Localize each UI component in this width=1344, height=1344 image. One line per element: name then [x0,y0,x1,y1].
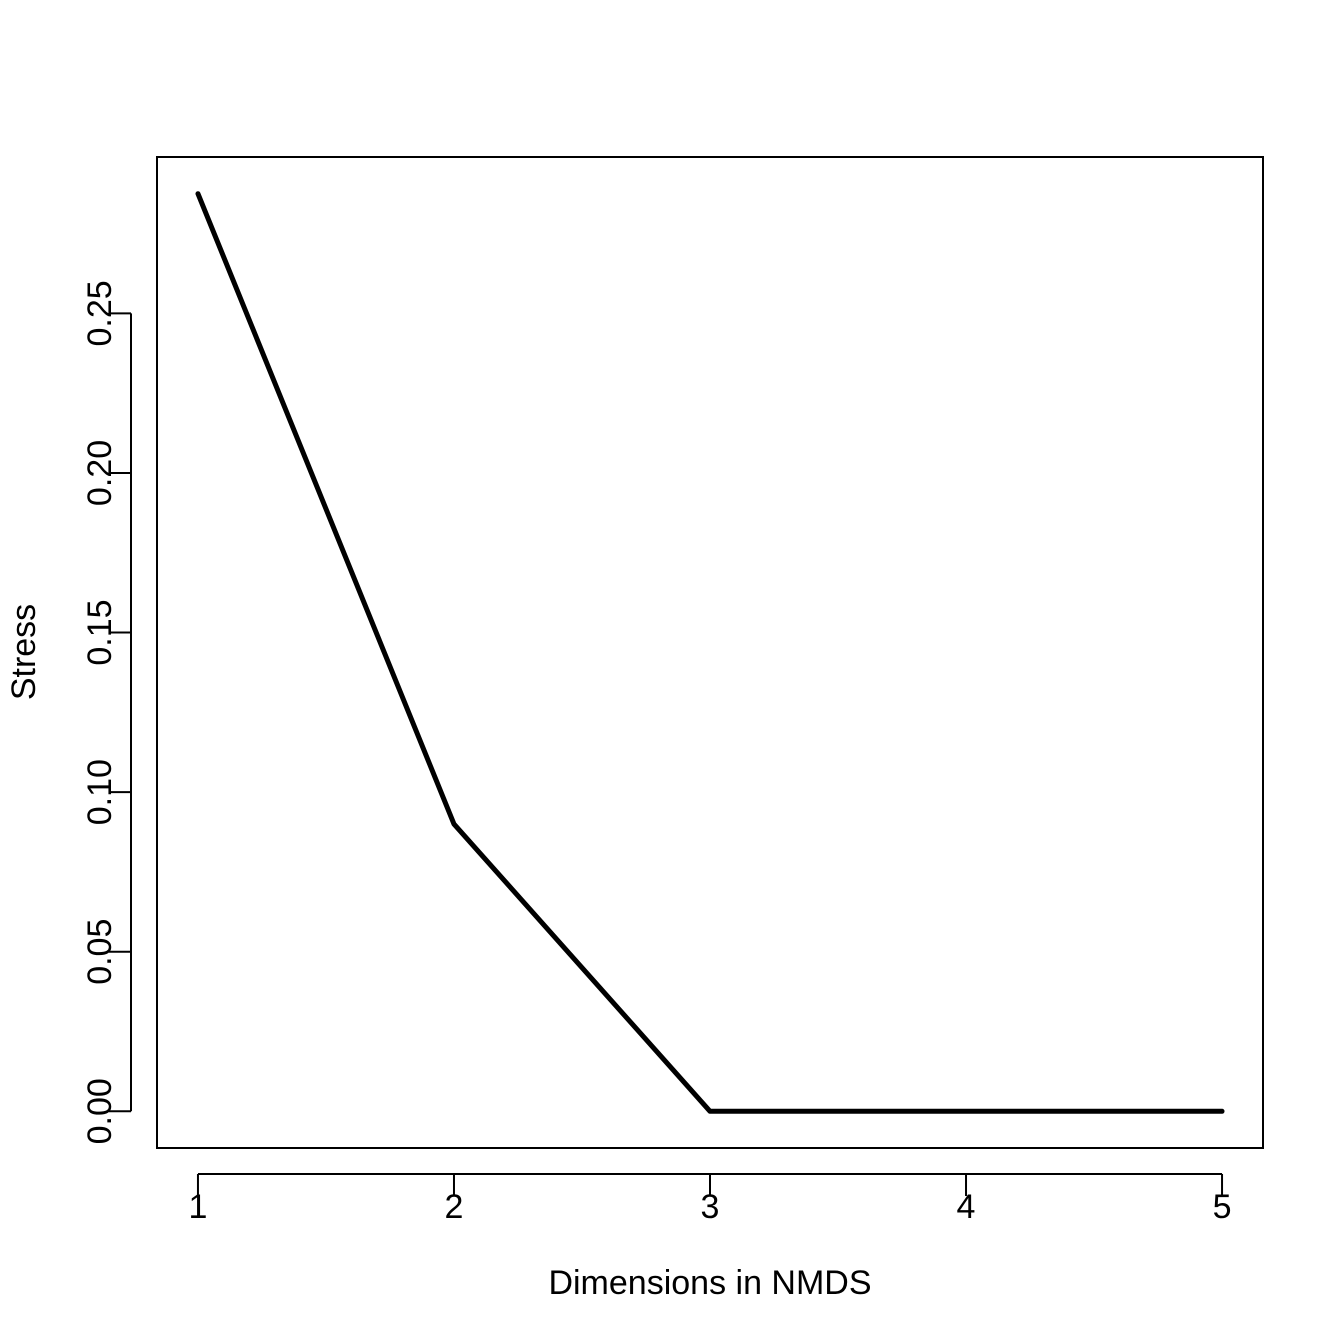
y-axis: 0.00 0.05 0.10 0.15 0.20 0.25 [81,280,132,1144]
y-tick-label: 0.10 [81,759,119,825]
x-tick-label: 5 [1213,1188,1232,1226]
stress-series-line [195,191,1225,1114]
y-axis-title: Stress [5,604,43,700]
plot-frame [156,156,1264,1149]
y-tick-label: 0.15 [81,599,119,665]
x-axis: 1 2 3 4 5 [189,1173,1232,1226]
series-group [195,191,1225,1114]
x-tick-label: 3 [701,1188,720,1226]
y-tick-label: 0.00 [81,1078,119,1144]
x-axis-title: Dimensions in NMDS [548,1264,871,1302]
y-tick-label: 0.20 [81,440,119,506]
x-tick-label: 1 [189,1188,208,1226]
x-tick-label: 2 [445,1188,464,1226]
x-tick-label: 4 [957,1188,976,1226]
y-tick-label: 0.05 [81,919,119,985]
y-tick-label: 0.25 [81,280,119,346]
